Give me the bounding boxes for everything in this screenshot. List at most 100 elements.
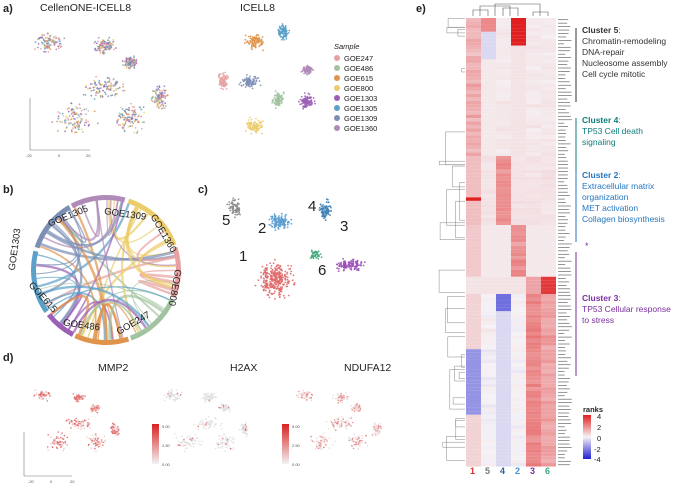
heat-cell: [511, 456, 526, 460]
point: [87, 120, 89, 123]
heat-cell: [541, 90, 556, 94]
heat-cell: [496, 238, 511, 243]
scatter-points-a2: [217, 23, 316, 135]
heat-cell: [511, 376, 526, 381]
point: [115, 47, 117, 49]
point: [92, 443, 95, 445]
point: [244, 425, 246, 427]
heat-cell: [511, 404, 526, 408]
point: [268, 296, 271, 299]
heat-cell: [526, 266, 541, 270]
heat-cell: [511, 124, 526, 129]
point: [60, 433, 62, 436]
point: [57, 111, 60, 113]
point: [87, 87, 89, 90]
point: [245, 435, 248, 438]
point: [325, 198, 328, 201]
heat-cell: [541, 249, 556, 253]
point: [73, 125, 76, 128]
point: [306, 98, 309, 100]
point: [247, 126, 249, 128]
heat-cell: [526, 369, 541, 374]
point: [265, 285, 267, 288]
point: [347, 421, 350, 423]
heat-cell: [541, 149, 556, 153]
heat-cell: [541, 214, 556, 219]
cluster2-line-3: MET activation: [582, 203, 639, 213]
point: [298, 100, 300, 103]
dendrogram-branch: [438, 269, 465, 293]
point: [89, 87, 91, 90]
point: [333, 422, 336, 425]
heat-cell: [496, 363, 511, 367]
point: [174, 432, 176, 435]
point: [194, 442, 196, 445]
cluster2-line-1: Extracellular matrix: [582, 181, 655, 191]
heat-cell: [526, 204, 541, 208]
point: [283, 38, 285, 41]
point: [53, 36, 55, 38]
point: [208, 399, 210, 401]
point: [121, 123, 124, 125]
point: [36, 392, 38, 394]
chord-link: [72, 298, 147, 333]
point: [56, 436, 58, 438]
heat-cell: [466, 235, 481, 239]
point: [94, 86, 96, 88]
point: [221, 76, 224, 79]
heat-cell: [481, 193, 496, 198]
heat-cell: [511, 180, 526, 184]
heat-cell: [466, 376, 481, 381]
point: [353, 410, 356, 412]
point: [245, 430, 247, 433]
heat-cell: [496, 111, 511, 115]
point: [231, 199, 234, 201]
point: [110, 427, 113, 429]
point: [128, 64, 131, 67]
point: [278, 267, 280, 270]
point: [275, 272, 278, 275]
heat-cell: [481, 314, 496, 319]
heat-cell: [481, 276, 496, 281]
point: [59, 112, 61, 115]
heat-cell: [526, 342, 541, 346]
point: [83, 108, 86, 111]
point: [92, 86, 95, 89]
point: [47, 391, 50, 394]
point: [263, 278, 265, 280]
heat-cell: [481, 459, 496, 464]
point: [342, 421, 344, 423]
point: [91, 410, 94, 412]
heat-cell: [541, 142, 556, 146]
point: [131, 125, 133, 127]
point: [340, 265, 343, 268]
point: [37, 46, 39, 49]
heat-cell: [541, 411, 556, 415]
point: [179, 441, 182, 444]
point: [227, 76, 230, 78]
point: [170, 388, 173, 391]
point: [211, 395, 213, 397]
heat-cell: [481, 311, 496, 315]
point: [135, 113, 138, 115]
point: [285, 37, 288, 40]
heat-cell: [481, 28, 496, 32]
heat-cell: [466, 397, 481, 401]
point: [278, 289, 281, 292]
point: [220, 428, 223, 430]
heat-cell: [466, 421, 481, 426]
heat-cell: [541, 59, 556, 63]
heatmap-column-label-1: 1: [470, 466, 476, 476]
point: [170, 394, 172, 397]
point: [279, 96, 282, 99]
point: [75, 111, 77, 114]
row-dendrogram: [438, 18, 465, 461]
point: [321, 448, 323, 451]
point: [309, 396, 311, 399]
point: [278, 34, 281, 36]
point: [175, 393, 177, 396]
heat-cell: [481, 421, 496, 426]
point: [306, 95, 309, 98]
heat-cell: [511, 31, 526, 36]
point: [283, 32, 286, 35]
